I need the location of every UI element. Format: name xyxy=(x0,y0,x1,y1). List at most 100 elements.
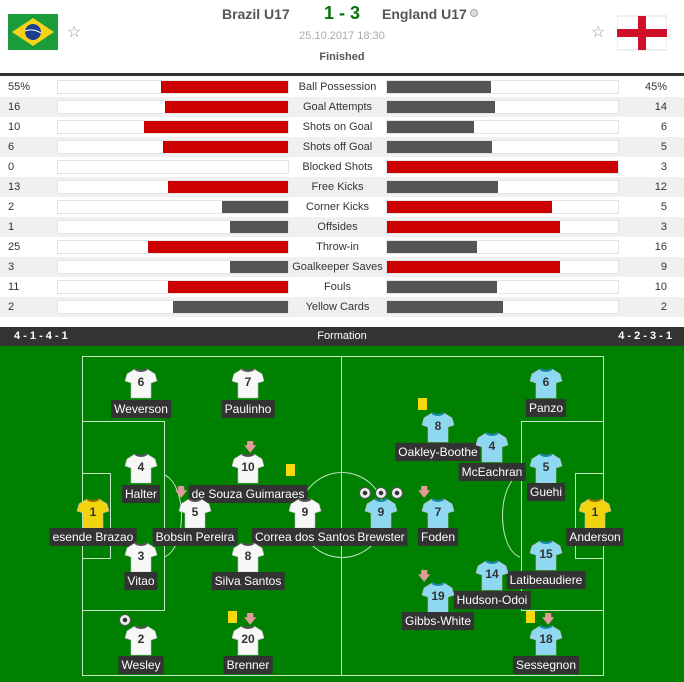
stat-row: 16 Goal Attempts 14 xyxy=(0,97,684,117)
yellow-card-icon xyxy=(418,398,427,410)
home-value: 2 xyxy=(8,201,15,213)
stat-label: Corner Kicks xyxy=(306,201,369,213)
player-name[interactable]: Bobsin Pereira xyxy=(152,528,238,546)
away-bar-fill xyxy=(387,181,498,193)
shirt-icon xyxy=(124,625,158,656)
home-bar-track xyxy=(57,300,289,314)
away-value: 5 xyxy=(660,141,667,153)
away-value: 9 xyxy=(660,261,667,273)
home-bar-track xyxy=(57,80,289,94)
player-number: 4 xyxy=(137,460,145,474)
shirt-icon xyxy=(231,453,265,484)
player-name[interactable]: de Souza Guimaraes xyxy=(188,485,308,503)
shirt-icon xyxy=(421,498,455,529)
player-number: 8 xyxy=(434,419,442,433)
away-bar-fill xyxy=(387,301,503,313)
away-bar-fill xyxy=(387,281,497,293)
home-bar-fill xyxy=(168,181,288,193)
stat-label: Ball Possession xyxy=(298,81,377,93)
player-name[interactable]: Brenner xyxy=(223,656,273,674)
home-team-name[interactable]: Brazil U17 xyxy=(222,6,290,22)
away-team-name[interactable]: England U17 xyxy=(382,6,467,22)
formation-title: Formation xyxy=(317,330,367,342)
substitution-arrow-icon: 🡇 xyxy=(244,612,257,626)
player-name[interactable]: Correa dos Santos xyxy=(251,528,359,546)
shirt-icon xyxy=(178,498,212,529)
stat-label: Fouls xyxy=(324,281,351,293)
away-value: 14 xyxy=(654,101,667,113)
player-number: 5 xyxy=(191,505,199,519)
stat-row: 13 Free Kicks 12 xyxy=(0,177,684,197)
home-bar-fill xyxy=(230,261,288,273)
shirt-icon xyxy=(529,625,563,656)
away-bar-fill xyxy=(387,241,477,253)
home-bar-track xyxy=(57,240,289,254)
substitution-arrow-icon: 🡇 xyxy=(418,569,431,583)
player-name[interactable]: Sessegnon xyxy=(512,656,580,674)
home-bar-fill xyxy=(148,241,288,253)
stat-row: 55% Ball Possession 45% xyxy=(0,77,684,97)
player-number: 18 xyxy=(539,632,553,646)
player-name[interactable]: Foden xyxy=(417,528,459,546)
player-name[interactable]: Hudson-Odoi xyxy=(453,591,531,609)
shirt-icon xyxy=(475,560,509,591)
substitution-arrow-icon: 🡇 xyxy=(542,612,555,626)
shirt-icon xyxy=(529,453,563,484)
favorite-home-star-icon[interactable]: ☆ xyxy=(67,24,82,41)
shirt-icon xyxy=(364,498,398,529)
player-name[interactable]: Anderson xyxy=(566,528,624,546)
away-bar-track xyxy=(386,100,619,114)
home-bar-track xyxy=(57,220,289,234)
away-value: 10 xyxy=(654,281,667,293)
away-value: 16 xyxy=(654,241,667,253)
stat-row: 10 Shots on Goal 6 xyxy=(0,117,684,137)
stat-row: 0 Blocked Shots 3 xyxy=(0,157,684,177)
player-name[interactable]: Silva Santos xyxy=(211,572,285,590)
player-number: 1 xyxy=(89,505,97,519)
away-bar-track xyxy=(386,200,619,214)
shirt-icon xyxy=(231,542,265,573)
home-bar-track xyxy=(57,140,289,154)
shirt-icon xyxy=(421,582,455,613)
player-name[interactable]: Halter xyxy=(121,485,161,503)
info-circle-icon[interactable] xyxy=(470,9,478,17)
stat-row: 2 Corner Kicks 5 xyxy=(0,197,684,217)
stat-row: 3 Goalkeeper Saves 9 xyxy=(0,257,684,277)
player-name[interactable]: McEachran xyxy=(458,463,526,481)
player-name[interactable]: Gibbs-White xyxy=(401,612,475,630)
score: 1 - 3 xyxy=(323,3,361,23)
away-bar-fill xyxy=(387,141,492,153)
player-number: 7 xyxy=(244,375,252,389)
player-number: 10 xyxy=(241,460,255,474)
player-name[interactable]: esende Brazao xyxy=(49,528,137,546)
home-bar-track xyxy=(57,180,289,194)
shirt-icon xyxy=(124,368,158,399)
player-name[interactable]: Oakley-Boothe xyxy=(395,443,481,461)
formation-bar: 4 - 1 - 4 - 1 Formation 4 - 2 - 3 - 1 xyxy=(0,327,684,346)
shirt-icon xyxy=(231,625,265,656)
away-bar-track xyxy=(386,80,619,94)
shirt-icon xyxy=(421,412,455,443)
player-name[interactable]: Weverson xyxy=(111,400,171,418)
substitution-arrow-icon: 🡇 xyxy=(244,440,257,454)
player-name[interactable]: Latibeaudiere xyxy=(506,571,586,589)
player-name[interactable]: Panzo xyxy=(525,399,567,417)
away-bar-track xyxy=(386,120,619,134)
stat-row: 2 Yellow Cards 2 xyxy=(0,297,684,317)
player-number: 20 xyxy=(241,632,255,646)
shirt-icon xyxy=(288,498,322,529)
player-name[interactable]: Vitao xyxy=(124,572,158,590)
home-value: 16 xyxy=(8,101,21,113)
player-name[interactable]: Guehi xyxy=(526,483,566,501)
player-name[interactable]: Paulinho xyxy=(221,400,275,418)
home-bar-fill xyxy=(161,81,288,93)
player-name[interactable]: Wesley xyxy=(118,656,164,674)
favorite-away-star-icon[interactable]: ☆ xyxy=(591,24,606,41)
away-value: 3 xyxy=(660,221,667,233)
player-name[interactable]: Brewster xyxy=(354,528,408,546)
stat-row: 1 Offsides 3 xyxy=(0,217,684,237)
home-bar-track xyxy=(57,260,289,274)
player-number: 8 xyxy=(244,549,252,563)
away-value: 6 xyxy=(660,121,667,133)
home-value: 10 xyxy=(8,121,21,133)
